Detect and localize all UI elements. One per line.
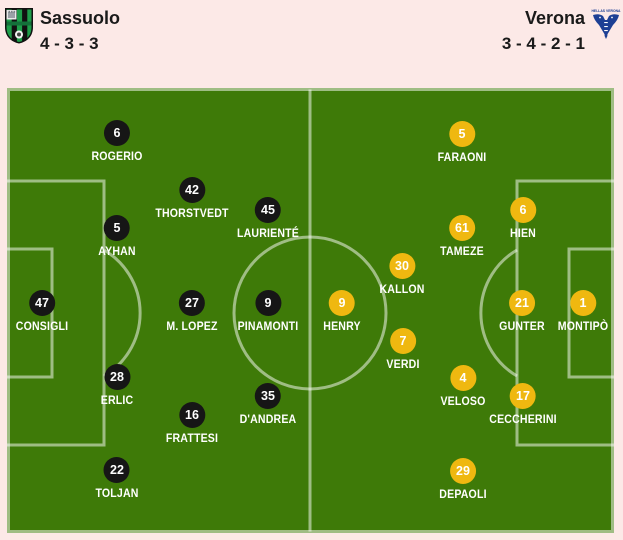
player-number: 45: [255, 197, 281, 223]
player-number: 28: [104, 364, 130, 390]
player-number: 17: [509, 383, 536, 409]
player-faraoni[interactable]: 5 FARAONI: [434, 121, 489, 164]
player-depaoli[interactable]: 29 DEPAOLI: [436, 458, 490, 501]
player-gunter[interactable]: 21 GUNTER: [496, 290, 548, 333]
player-name: DEPAOLI: [439, 487, 487, 501]
player-number: 9: [329, 290, 355, 316]
player-number: 4: [450, 365, 476, 391]
player-toljan[interactable]: 22 TOLJAN: [93, 457, 142, 500]
player-d-andrea[interactable]: 35 D'ANDREA: [236, 383, 300, 426]
svg-text:HELLAS VERONA: HELLAS VERONA: [591, 9, 621, 13]
player-number: 5: [449, 121, 475, 147]
player-name: ROGERIO: [91, 149, 143, 163]
player-kallon[interactable]: 30 KALLON: [376, 253, 427, 296]
player-name: MONTIPÒ: [557, 319, 609, 333]
player-number: 21: [509, 290, 535, 316]
player-name: VELOSO: [440, 394, 486, 408]
player-number: 6: [103, 120, 130, 146]
player-name: PINAMONTI: [237, 319, 299, 333]
right-goal-area: [567, 247, 614, 379]
player-rogerio[interactable]: 6 ROGERIO: [88, 120, 146, 163]
player-name: TOLJAN: [95, 486, 139, 500]
player-number: 6: [509, 197, 536, 223]
player-name: TAMEZE: [440, 244, 484, 258]
player-frattesi[interactable]: 16 FRATTESI: [162, 402, 221, 445]
player-tameze[interactable]: 61 TAMEZE: [437, 215, 487, 258]
player-name: VERDI: [386, 357, 420, 371]
home-team-header[interactable]: Sassuolo 4 - 3 - 3: [4, 7, 120, 55]
player-number: 61: [448, 215, 475, 241]
player-name: THORSTVEDT: [155, 206, 229, 220]
player-number: 1: [570, 290, 596, 316]
player-name: LAURIENTÉ: [236, 226, 300, 240]
away-team-header[interactable]: Verona 3 - 4 - 2 - 1 HELLAS VERONA: [502, 7, 621, 55]
player-name: HIEN: [510, 226, 536, 240]
player-number: 7: [390, 328, 416, 354]
right-penalty-arc: [479, 248, 518, 378]
player-number: 29: [449, 458, 476, 484]
player-consigli[interactable]: 47 CONSIGLI: [12, 290, 72, 333]
player-number: 22: [103, 457, 130, 483]
player-number: 16: [179, 402, 205, 428]
pitch-lines: [7, 88, 614, 533]
player-pinamonti[interactable]: 9 PINAMONTI: [233, 290, 302, 333]
center-circle: [232, 235, 388, 391]
player-henry[interactable]: 9 HENRY: [321, 290, 364, 333]
player-name: HENRY: [323, 319, 361, 333]
home-team-formation: 4 - 3 - 3: [40, 34, 99, 53]
player-number: 47: [28, 290, 55, 316]
verona-crest-icon: HELLAS VERONA: [591, 7, 621, 46]
sassuolo-crest-icon: [4, 7, 34, 49]
player-name: D'ANDREA: [239, 412, 297, 426]
player-name: ERLIC: [100, 393, 134, 407]
player-number: 5: [103, 215, 130, 241]
home-team-name: Sassuolo: [40, 8, 121, 28]
player-thorstvedt[interactable]: 42 THORSTVEDT: [150, 177, 233, 220]
player-m-lopez[interactable]: 27 M. LOPEZ: [163, 290, 221, 333]
player-ceccherini[interactable]: 17 CECCHERINI: [485, 383, 562, 426]
left-penalty-arc: [103, 248, 142, 378]
player-montip[interactable]: 1 MONTIPÒ: [554, 290, 611, 333]
player-laurient[interactable]: 45 LAURIENTÉ: [233, 197, 303, 240]
match-header: Sassuolo 4 - 3 - 3 Verona 3 - 4 - 2 - 1 …: [0, 0, 623, 88]
player-hien[interactable]: 6 HIEN: [508, 197, 537, 240]
player-ayhan[interactable]: 5 AYHAN: [96, 215, 139, 258]
player-number: 35: [255, 383, 281, 409]
away-team-formation: 3 - 4 - 2 - 1: [501, 34, 585, 53]
player-number: 27: [179, 290, 205, 316]
left-goal-area: [7, 247, 54, 379]
player-number: 30: [388, 253, 415, 279]
left-penalty-area: [7, 179, 106, 447]
player-number: 9: [254, 290, 281, 316]
player-name: CONSIGLI: [15, 319, 69, 333]
player-erlic[interactable]: 28 ERLIC: [99, 364, 136, 407]
away-team-name: Verona: [524, 8, 585, 28]
player-name: FRATTESI: [165, 431, 219, 445]
player-name: CECCHERINI: [489, 412, 557, 426]
player-verdi[interactable]: 7 VERDI: [384, 328, 422, 371]
player-number: 42: [179, 177, 205, 203]
player-name: M. LOPEZ: [166, 319, 218, 333]
player-name: GUNTER: [499, 319, 545, 333]
player-name: AYHAN: [98, 244, 136, 258]
player-veloso[interactable]: 4 VELOSO: [437, 365, 488, 408]
player-name: KALLON: [379, 282, 425, 296]
player-name: FARAONI: [437, 150, 487, 164]
